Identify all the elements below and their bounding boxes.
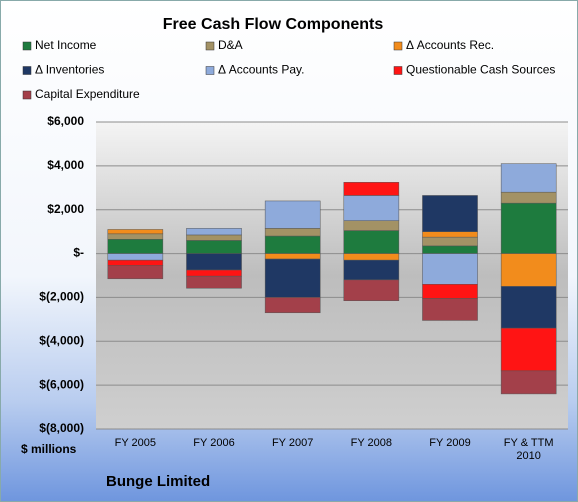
bar-segment	[422, 231, 478, 238]
y-tick-label: $6,000	[47, 114, 84, 128]
y-tick-label: $(8,000)	[39, 421, 84, 435]
bar-segment	[107, 253, 164, 261]
bar-segment	[343, 230, 400, 254]
y-tick-label: $(6,000)	[39, 377, 84, 391]
x-tick-label: FY & TTM 2010	[503, 437, 554, 462]
legend-swatch	[205, 41, 215, 51]
bar-segment	[343, 279, 400, 301]
x-tick-label: FY 2007	[271, 437, 314, 449]
legend-swatch	[22, 66, 32, 75]
bar-segment	[500, 202, 557, 254]
legend-swatch	[22, 41, 32, 51]
bar-segment	[186, 234, 242, 241]
y-tick-label: $(2,000)	[39, 290, 84, 304]
bar-segment	[107, 265, 164, 280]
bar-segment	[107, 239, 164, 254]
bar-segment	[422, 284, 478, 299]
bar-segment	[422, 195, 478, 232]
legend-label: Δ Accounts Pay.	[218, 63, 305, 77]
bar-segment	[343, 195, 400, 221]
legend-label: Δ Accounts Rec.	[406, 38, 494, 52]
legend-label: Net Income	[35, 38, 97, 52]
y-tick-label: $-	[73, 246, 84, 260]
bar-segment	[264, 228, 321, 237]
bar-segment	[422, 298, 478, 321]
legend-swatch	[22, 90, 32, 100]
bar-segment	[422, 236, 478, 247]
chart-title: Free Cash Flow Components	[163, 16, 384, 33]
y-tick-label: $(4,000)	[39, 333, 84, 347]
legend-label: Δ Inventories	[35, 63, 104, 77]
bar-segment	[500, 253, 557, 287]
x-tick-label: FY 2009	[429, 437, 471, 449]
bar-segment	[186, 240, 242, 254]
bar-segment	[343, 259, 400, 281]
bar-segment	[500, 163, 557, 193]
legend-label: D&A	[218, 38, 243, 52]
legend-swatch	[393, 41, 403, 51]
bar-segment	[343, 220, 400, 231]
bar-segment	[343, 182, 400, 196]
legend-swatch	[393, 66, 403, 75]
bar-segment	[422, 253, 478, 285]
bar-segment	[186, 253, 242, 271]
bar-segment	[264, 297, 321, 314]
bar-segment	[264, 258, 321, 298]
x-tick-label: FY 2006	[193, 437, 235, 449]
x-tick-label: FY 2008	[350, 437, 393, 449]
bar-segment	[264, 253, 321, 260]
legend-swatch	[205, 66, 215, 75]
unit-label: $ millions	[21, 442, 77, 456]
company-label: Bunge Limited	[106, 473, 210, 490]
bar-segment	[422, 245, 478, 254]
bar-segment	[107, 229, 164, 235]
y-tick-label: $2,000	[47, 202, 84, 216]
legend-label: Capital Expenditure	[35, 87, 140, 101]
bar-segment	[186, 275, 242, 289]
x-tick-label: FY 2005	[114, 437, 157, 449]
bar-segment	[264, 235, 321, 254]
bar-segment	[107, 233, 164, 240]
bar-segment	[186, 228, 242, 236]
bar-segment	[186, 269, 242, 277]
plot-area	[96, 122, 568, 429]
bar-segment	[264, 200, 321, 229]
y-tick-label: $4,000	[47, 158, 84, 172]
bar-segment	[500, 327, 557, 372]
bar-segment	[500, 191, 557, 204]
bar-segment	[107, 259, 164, 266]
bar-segment	[343, 253, 400, 261]
bar-segment	[500, 370, 557, 395]
legend-label: Questionable Cash Sources	[406, 63, 555, 77]
bar-segment	[500, 286, 557, 329]
